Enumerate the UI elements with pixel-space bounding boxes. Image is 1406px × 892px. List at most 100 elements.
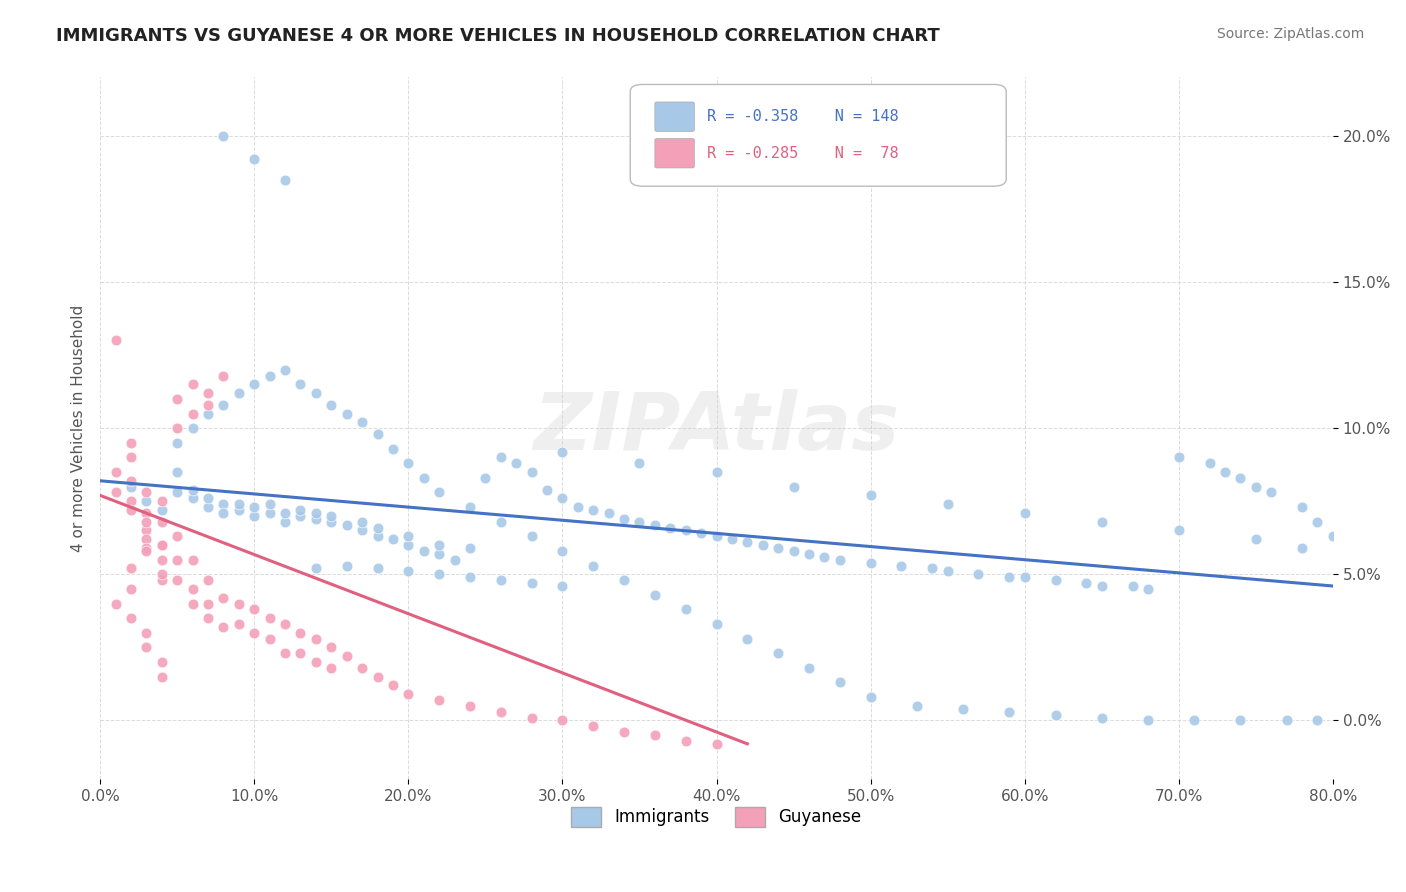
Text: IMMIGRANTS VS GUYANESE 4 OR MORE VEHICLES IN HOUSEHOLD CORRELATION CHART: IMMIGRANTS VS GUYANESE 4 OR MORE VEHICLE… — [56, 27, 941, 45]
Point — [582, 558, 605, 573]
Point — [1014, 506, 1036, 520]
Point — [366, 670, 388, 684]
Point — [458, 698, 481, 713]
Point — [427, 485, 450, 500]
Point — [135, 506, 157, 520]
Point — [644, 728, 666, 742]
Point — [551, 491, 574, 506]
Point — [274, 646, 297, 660]
Point — [243, 508, 266, 523]
Point — [706, 465, 728, 479]
Point — [259, 497, 281, 511]
Point — [1045, 573, 1067, 587]
Point — [212, 497, 235, 511]
Point — [290, 377, 312, 392]
Point — [104, 465, 127, 479]
Point — [458, 500, 481, 514]
Point — [1244, 533, 1267, 547]
Point — [181, 421, 204, 435]
Point — [135, 515, 157, 529]
Point — [150, 538, 173, 552]
Point — [412, 471, 434, 485]
Point — [1091, 515, 1114, 529]
Point — [197, 386, 219, 401]
Point — [212, 620, 235, 634]
Point — [305, 561, 328, 575]
Point — [690, 526, 713, 541]
Point — [474, 471, 496, 485]
Point — [290, 508, 312, 523]
Point — [998, 570, 1021, 584]
Point — [150, 538, 173, 552]
Point — [859, 556, 882, 570]
Point — [150, 573, 173, 587]
Point — [166, 573, 188, 587]
Point — [212, 591, 235, 605]
Point — [582, 503, 605, 517]
Point — [813, 549, 835, 564]
Point — [166, 529, 188, 543]
Point — [1306, 515, 1329, 529]
Point — [1229, 714, 1251, 728]
FancyBboxPatch shape — [655, 138, 695, 168]
Point — [197, 611, 219, 625]
Point — [166, 435, 188, 450]
Point — [166, 485, 188, 500]
Point — [797, 661, 820, 675]
Point — [135, 485, 157, 500]
Point — [427, 693, 450, 707]
Point — [274, 173, 297, 187]
Point — [458, 570, 481, 584]
Point — [396, 687, 419, 701]
Point — [197, 597, 219, 611]
Point — [243, 377, 266, 392]
Point — [366, 561, 388, 575]
Point — [150, 503, 173, 517]
Point — [228, 497, 250, 511]
Point — [166, 465, 188, 479]
Point — [1275, 714, 1298, 728]
Point — [859, 690, 882, 704]
Point — [305, 506, 328, 520]
Point — [443, 552, 465, 566]
Point — [212, 506, 235, 520]
Point — [567, 500, 589, 514]
Point — [243, 500, 266, 514]
Point — [197, 407, 219, 421]
Point — [1322, 529, 1344, 543]
FancyBboxPatch shape — [655, 102, 695, 131]
Point — [166, 421, 188, 435]
Point — [675, 524, 697, 538]
Point — [150, 567, 173, 582]
Point — [197, 500, 219, 514]
Point — [104, 597, 127, 611]
Point — [427, 547, 450, 561]
Point — [150, 515, 173, 529]
Point — [120, 450, 142, 465]
Point — [706, 529, 728, 543]
Point — [135, 524, 157, 538]
Point — [166, 552, 188, 566]
Point — [890, 558, 912, 573]
Point — [675, 734, 697, 748]
Point — [520, 529, 543, 543]
Point — [352, 524, 374, 538]
Point — [766, 646, 789, 660]
Point — [782, 544, 804, 558]
Point — [859, 488, 882, 502]
Point — [181, 483, 204, 497]
Point — [259, 611, 281, 625]
Point — [1244, 480, 1267, 494]
Point — [1167, 450, 1189, 465]
Point — [336, 407, 359, 421]
Point — [644, 517, 666, 532]
Point — [396, 538, 419, 552]
Point — [1167, 524, 1189, 538]
Point — [135, 544, 157, 558]
Point — [181, 552, 204, 566]
Point — [228, 503, 250, 517]
Point — [274, 362, 297, 376]
Point — [706, 737, 728, 751]
Point — [1014, 570, 1036, 584]
Point — [551, 714, 574, 728]
